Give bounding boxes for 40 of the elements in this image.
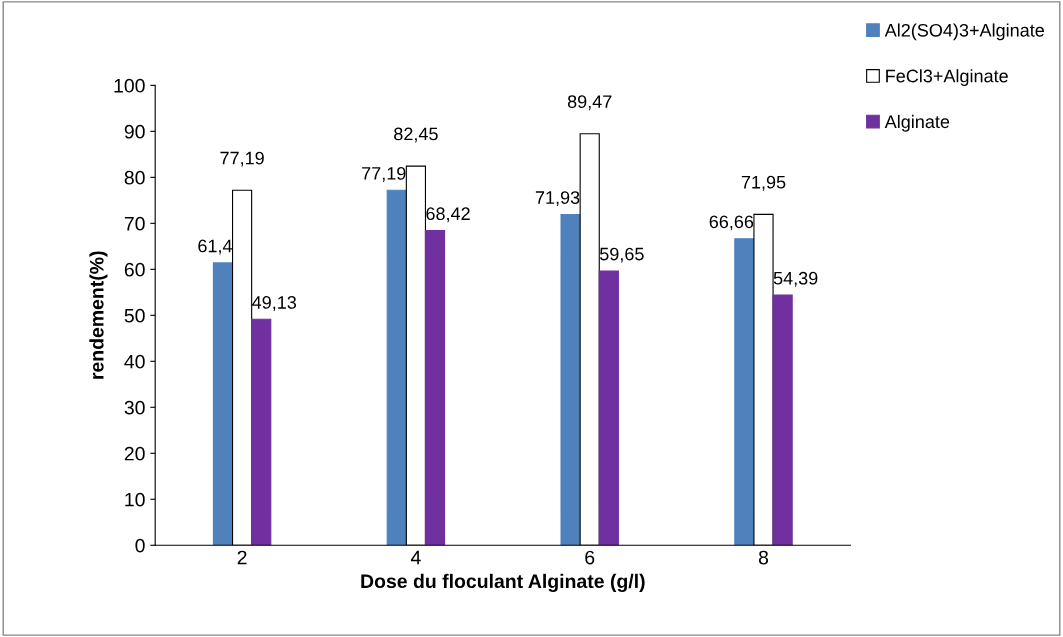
data-label: 66,66 (709, 215, 754, 231)
y-tick-label: 20 (124, 446, 145, 461)
data-label: 59,65 (599, 247, 644, 263)
y-tick-label: 40 (124, 354, 145, 369)
bar (598, 270, 619, 546)
data-label: 61,4 (198, 239, 233, 255)
x-axis-title: Dose du floculant Alginate (g/l) (361, 573, 645, 593)
legend-label: Al2(SO4)3+Alginate (884, 23, 1044, 41)
y-tick-label: 0 (135, 538, 145, 553)
y-tick-label: 100 (114, 78, 145, 93)
y-tick-label: 70 (124, 216, 145, 231)
data-label: 54,39 (773, 271, 818, 287)
bar (560, 213, 581, 546)
data-label: 71,95 (741, 175, 786, 191)
x-tick-label: 4 (410, 550, 421, 565)
bar (772, 294, 793, 546)
data-label: 82,45 (394, 127, 438, 143)
data-label: 71,93 (535, 191, 580, 207)
data-label: 49,13 (252, 296, 297, 311)
bar (424, 230, 446, 546)
y-tick-label: 30 (124, 400, 145, 415)
y-tick-label: 60 (124, 262, 145, 277)
data-label: 89,47 (567, 95, 612, 111)
y-tick-label: 80 (124, 170, 145, 185)
y-tick-label: 10 (125, 492, 145, 507)
bar (386, 189, 407, 546)
y-axis-title: rendement(%) (89, 251, 108, 379)
x-tick-label: 2 (237, 550, 247, 565)
x-tick-label: 6 (585, 550, 595, 565)
bar (251, 318, 272, 546)
y-tick-label: 90 (124, 124, 145, 139)
data-label: 77,19 (362, 166, 406, 182)
data-label: 68,42 (426, 207, 470, 223)
y-tick-label: 50 (124, 308, 145, 323)
data-label: 77,19 (220, 151, 264, 167)
legend-label: Alginate (884, 114, 950, 132)
x-tick-label: 8 (758, 550, 769, 565)
bar (734, 238, 755, 546)
bar (212, 262, 234, 546)
legend-label: FeCl3+Alginate (886, 69, 1008, 86)
